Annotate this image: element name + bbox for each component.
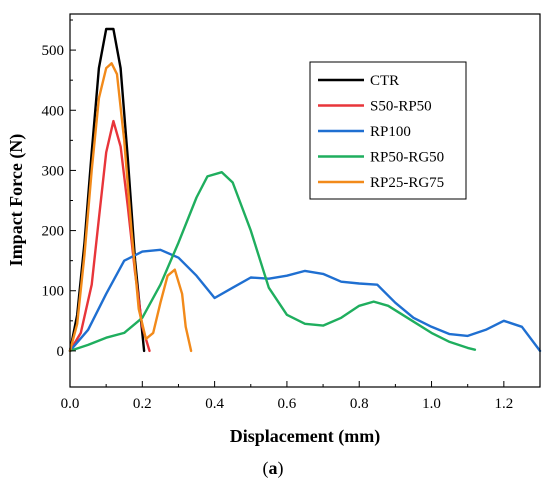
y-tick-label: 500 bbox=[42, 43, 65, 59]
series-line-rp100 bbox=[68, 248, 542, 353]
series-line-rp25-rg75 bbox=[68, 62, 193, 353]
y-tick-label: 0 bbox=[57, 344, 65, 360]
legend-label-rp100: RP100 bbox=[370, 124, 411, 140]
caption-close-paren: ) bbox=[278, 458, 284, 479]
legend: CTR S50-RP50 RP100 RP50-RG50 RP25-RG75 bbox=[309, 61, 467, 200]
caption-letter: a bbox=[269, 458, 278, 478]
x-tick-label: 1.2 bbox=[494, 396, 513, 412]
plot-series-group bbox=[68, 27, 542, 353]
plot-frame bbox=[69, 13, 541, 388]
series-line-rp50-rg50 bbox=[68, 171, 477, 353]
series-line-s50-rp50 bbox=[68, 119, 151, 353]
legend-label-rp50-rg50: RP50-RG50 bbox=[370, 150, 444, 166]
x-axis-ticks: 0.0 0.2 0.4 0.6 0.8 1.0 1.2 bbox=[61, 381, 541, 412]
x-tick-label: 1.0 bbox=[422, 396, 441, 412]
y-axis-title: Impact Force (N) bbox=[6, 134, 27, 267]
y-tick-label: 300 bbox=[42, 163, 65, 179]
y-tick-label: 200 bbox=[42, 224, 65, 240]
x-tick-label: 0.8 bbox=[350, 396, 369, 412]
y-axis-ticks: 0 100 200 300 400 500 bbox=[42, 19, 76, 360]
x-tick-label: 0.6 bbox=[278, 396, 297, 412]
y-tick-label: 100 bbox=[42, 284, 65, 300]
y-tick-label: 400 bbox=[42, 103, 65, 119]
legend-label-ctr: CTR bbox=[370, 73, 399, 89]
series-line-ctr bbox=[68, 27, 146, 353]
x-tick-label: 0.0 bbox=[61, 396, 80, 412]
caption-open-paren: ( bbox=[263, 458, 269, 479]
legend-label-rp25-rg75: RP25-RG75 bbox=[370, 175, 444, 191]
figure-caption: (a) bbox=[263, 458, 284, 479]
legend-label-s50-rp50: S50-RP50 bbox=[370, 99, 432, 115]
x-tick-label: 0.2 bbox=[133, 396, 152, 412]
x-axis-title: Displacement (mm) bbox=[230, 426, 380, 447]
x-tick-label: 0.4 bbox=[205, 396, 224, 412]
